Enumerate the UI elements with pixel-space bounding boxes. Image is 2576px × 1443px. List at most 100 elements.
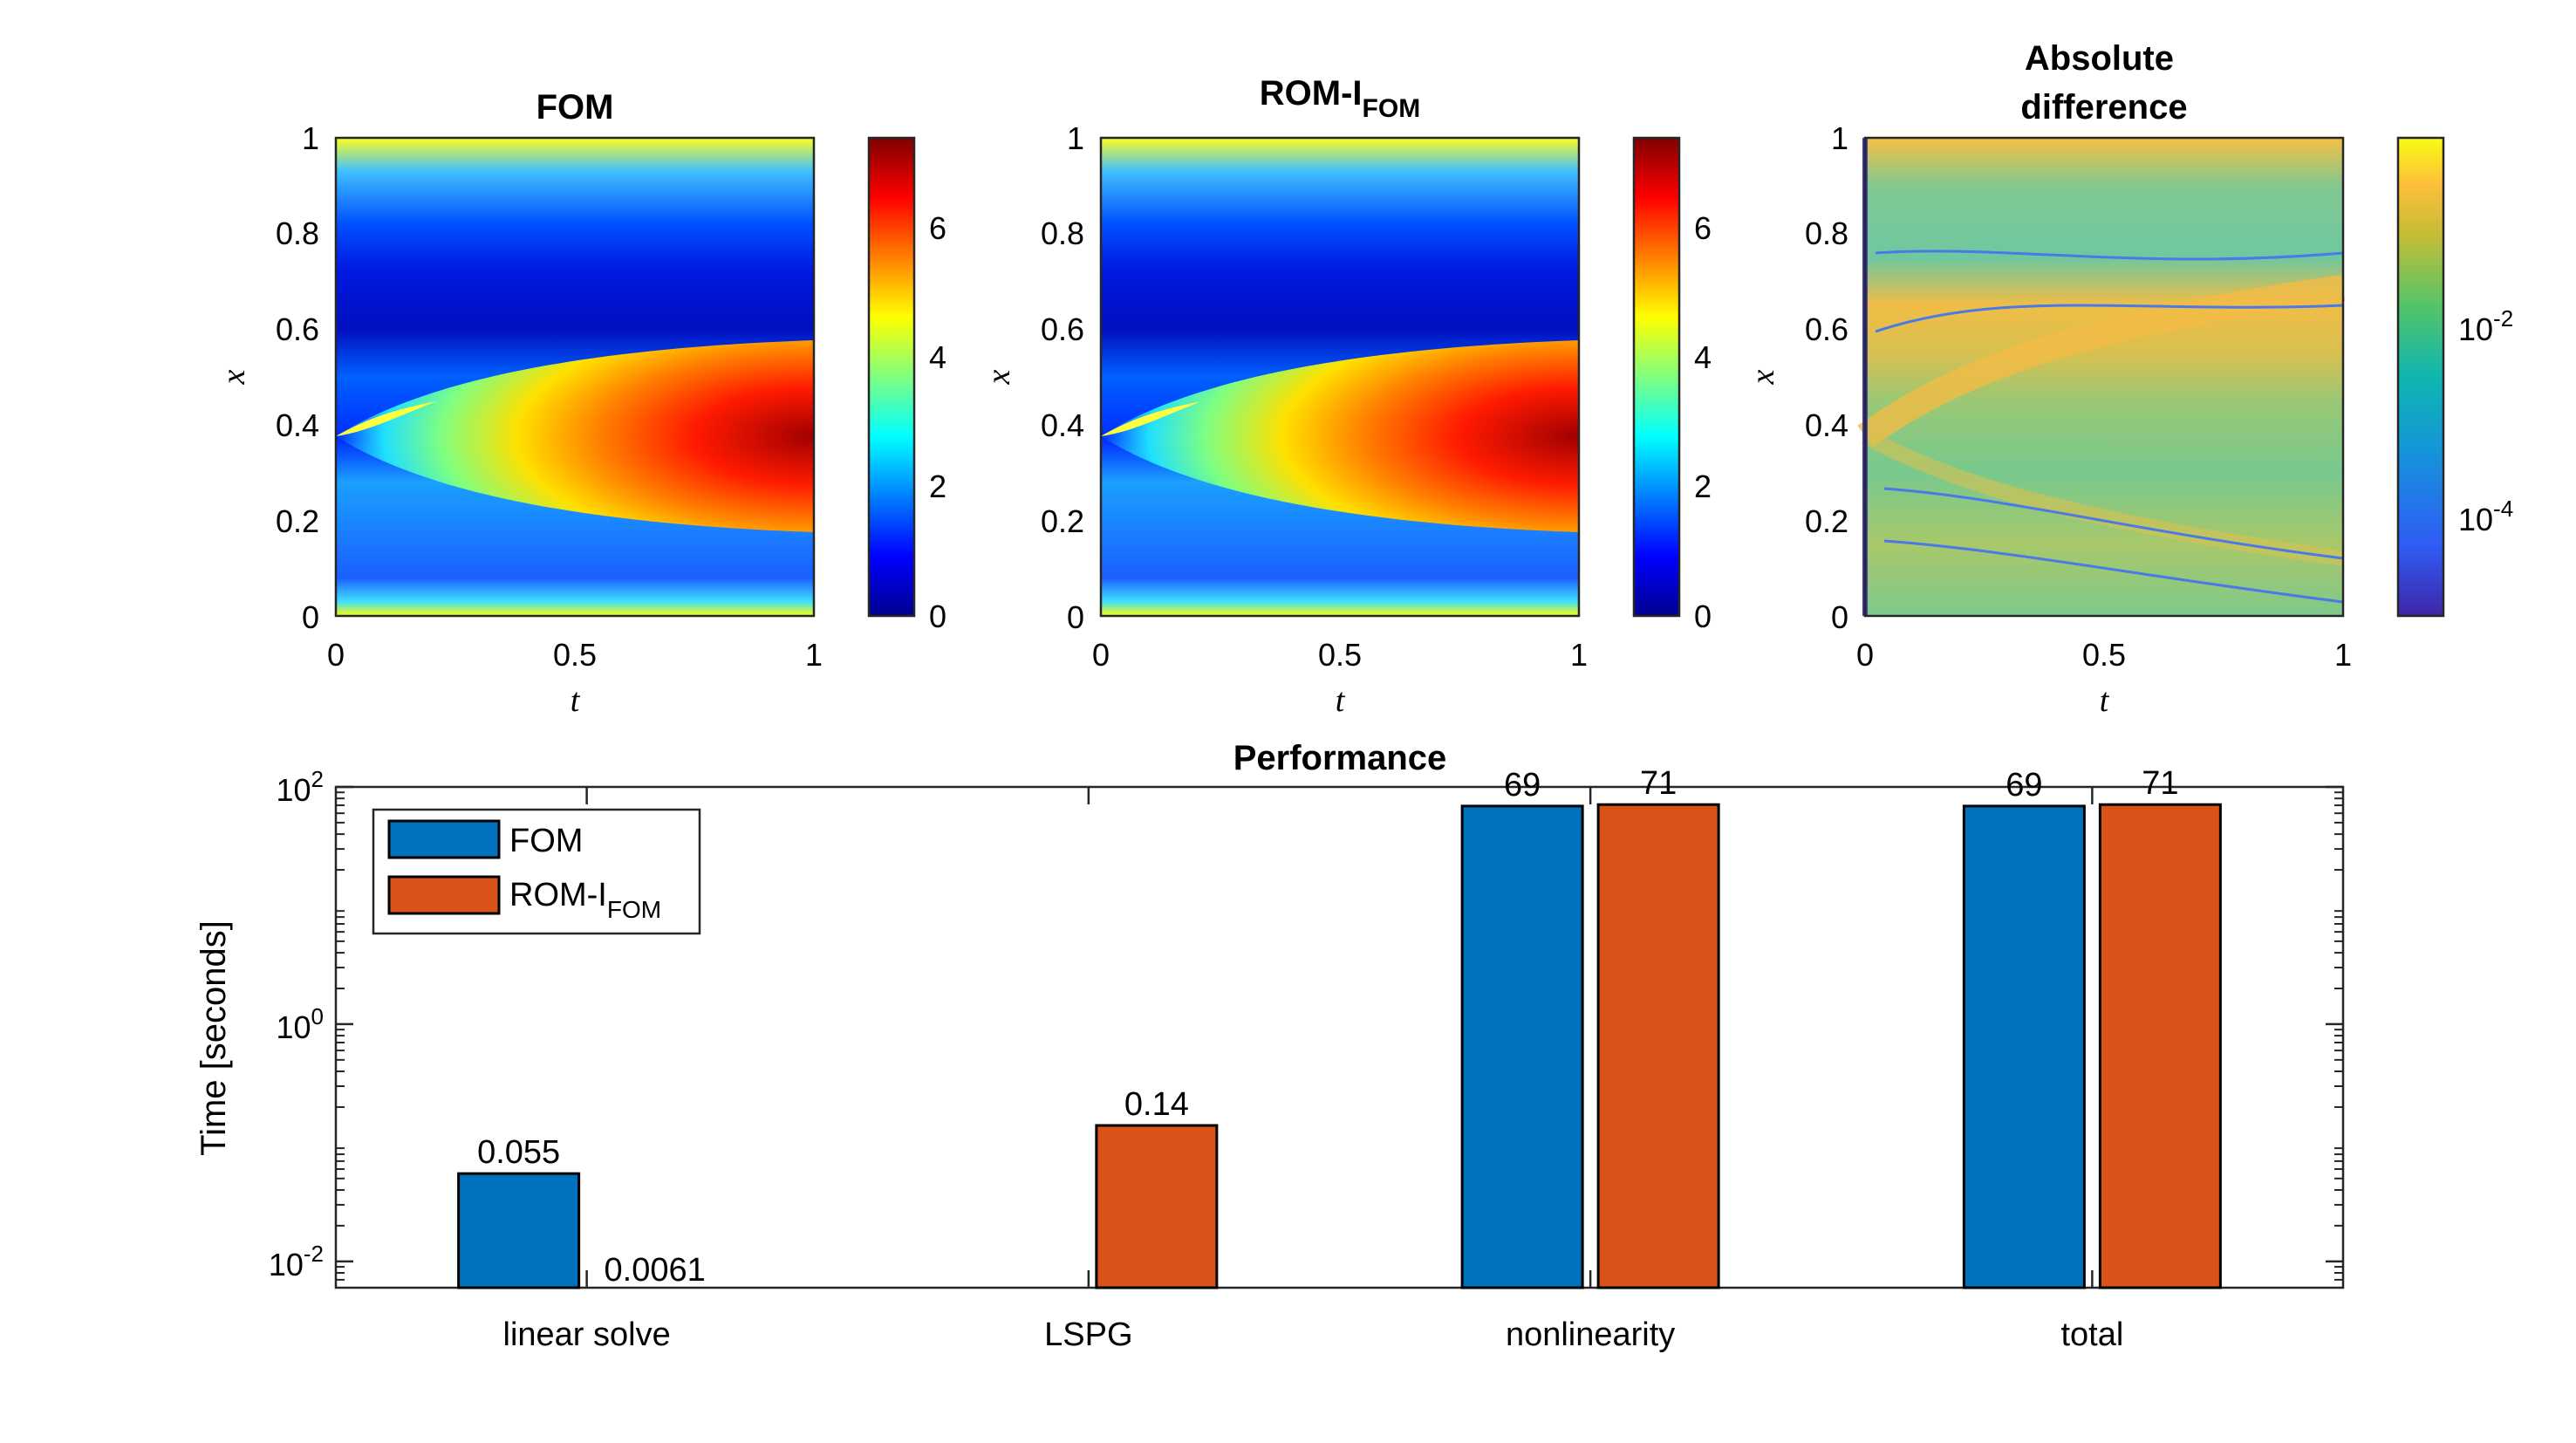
difference-heatmap-panel: Absolute difference 0 0.2 0.4 0.6 0.8 1 … bbox=[1745, 39, 2513, 719]
x-tick-lspg: LSPG bbox=[1044, 1316, 1132, 1353]
difference-heatmap-image bbox=[1857, 138, 2346, 616]
bar-y-ticks: 102 100 10-2 bbox=[269, 766, 324, 1282]
fom-bar-total bbox=[1962, 804, 2086, 1289]
bar-value-label: 69 bbox=[1504, 767, 1541, 804]
colorbar-tick: 10-4 bbox=[2458, 496, 2513, 537]
bar-y-ticklines bbox=[336, 785, 2343, 1289]
colorbar-tick: 10-2 bbox=[2458, 305, 2513, 347]
rom-colorbar bbox=[1632, 136, 1681, 618]
x-tick: 0.5 bbox=[553, 637, 597, 673]
rom-title-main: ROM-I bbox=[1260, 74, 1363, 113]
x-tick: 0.5 bbox=[2082, 637, 2126, 673]
x-tick: 0 bbox=[1092, 637, 1110, 673]
colorbar-tick: 2 bbox=[1694, 468, 1712, 504]
x-tick: 1 bbox=[805, 637, 823, 673]
y-tick: 0.8 bbox=[1805, 215, 1848, 251]
y-tick: 0.8 bbox=[1041, 215, 1084, 251]
y-tick: 0.6 bbox=[1805, 311, 1848, 347]
fom-y-ticks: 0 0.2 0.4 0.6 0.8 1 bbox=[276, 120, 319, 635]
y-tick: 1 bbox=[302, 120, 319, 156]
performance-bar-chart: Performance 102 100 10-2 linear solve LSPG n… bbox=[195, 739, 2345, 1353]
fom-bar-nonlinearity bbox=[1460, 804, 1584, 1289]
difference-title-line2: difference bbox=[2020, 88, 2187, 127]
fom-x-ticks: 0 0.5 1 bbox=[327, 637, 823, 673]
y-tick: 0 bbox=[1831, 599, 1848, 635]
fom-bar-linear-solve bbox=[457, 1172, 581, 1289]
bar-value-label: 0.055 bbox=[477, 1134, 560, 1171]
rom-plot-frame bbox=[1099, 136, 1581, 618]
colorbar-tick: 0 bbox=[929, 598, 946, 634]
y-tick: 0.2 bbox=[1805, 503, 1848, 539]
fom-x-label: t bbox=[571, 682, 581, 719]
colorbar-tick: 0 bbox=[1694, 598, 1712, 634]
y-tick: 0.2 bbox=[1041, 503, 1084, 539]
fom-title: FOM bbox=[536, 88, 614, 127]
x-tick: 1 bbox=[2334, 637, 2352, 673]
difference-plot-frame bbox=[1863, 136, 2345, 618]
fom-y-label: x bbox=[215, 369, 252, 385]
legend-swatch-fom bbox=[387, 819, 501, 859]
bar-labels: 0.055 69 69 0.0061 0.14 71 71 bbox=[477, 765, 2178, 1289]
y-tick: 0 bbox=[302, 599, 319, 635]
rom-heatmap-image bbox=[1101, 138, 1579, 616]
rom-heatmap-panel: ROM-IFOM 0 0.2 0.4 0.6 0.8 1 0 0.5 1 t x… bbox=[981, 74, 1712, 719]
colorbar-tick: 4 bbox=[929, 339, 946, 375]
bar-x-ticks: linear solve LSPG nonlinearity total bbox=[503, 1316, 2124, 1353]
x-tick: 0 bbox=[327, 637, 345, 673]
y-tick: 0 bbox=[1067, 599, 1084, 635]
bar-value-label: 71 bbox=[1640, 765, 1677, 802]
rom-bar-lspg bbox=[1095, 1124, 1219, 1289]
fom-colorbar bbox=[867, 136, 916, 618]
performance-y-label: Time [seconds] bbox=[195, 920, 233, 1156]
difference-colorbar-ticks: 10-2 10-4 bbox=[2458, 305, 2513, 537]
legend-label-fom: FOM bbox=[509, 823, 583, 859]
y-tick: 1 bbox=[1067, 120, 1084, 156]
rom-x-label: t bbox=[1336, 682, 1346, 719]
rom-x-ticks: 0 0.5 1 bbox=[1092, 637, 1588, 673]
y-tick: 102 bbox=[276, 766, 324, 808]
colorbar-tick: 2 bbox=[929, 468, 946, 504]
y-tick: 100 bbox=[276, 1003, 324, 1045]
difference-colorbar bbox=[2396, 136, 2445, 618]
x-tick: 0 bbox=[1856, 637, 1874, 673]
rom-title: ROM-IFOM bbox=[1260, 74, 1420, 123]
colorbar-tick: 6 bbox=[929, 210, 946, 246]
rom-bar-total bbox=[2098, 803, 2222, 1289]
fom-heatmap-panel: FOM 0 0.2 0.4 0.6 0.8 1 0 0.5 1 t x 0 2 … bbox=[215, 88, 946, 719]
difference-x-label: t bbox=[2100, 682, 2110, 719]
bar-value-label: 69 bbox=[2005, 767, 2042, 804]
x-tick-linear-solve: linear solve bbox=[503, 1316, 671, 1353]
fom-heatmap-image bbox=[336, 138, 814, 616]
rom-title-sub: FOM bbox=[1363, 94, 1421, 123]
y-tick: 0.2 bbox=[276, 503, 319, 539]
x-tick-nonlinearity: nonlinearity bbox=[1506, 1316, 1675, 1353]
performance-title: Performance bbox=[1233, 739, 1447, 777]
difference-y-ticks: 0 0.2 0.4 0.6 0.8 1 bbox=[1805, 120, 1848, 635]
fom-colorbar-ticks: 0 2 4 6 bbox=[929, 210, 946, 634]
x-tick-total: total bbox=[2060, 1316, 2123, 1353]
rom-colorbar-ticks: 0 2 4 6 bbox=[1694, 210, 1712, 634]
y-tick: 0.4 bbox=[276, 407, 319, 443]
y-tick: 0.6 bbox=[276, 311, 319, 347]
bar-value-label: 0.14 bbox=[1124, 1086, 1189, 1123]
y-tick: 0.8 bbox=[276, 215, 319, 251]
difference-title-line1: Absolute bbox=[2025, 39, 2174, 78]
difference-y-label: x bbox=[1745, 369, 1781, 385]
bar-plot-frame bbox=[334, 785, 2345, 1289]
fom-plot-frame bbox=[334, 136, 816, 618]
y-tick: 10-2 bbox=[269, 1241, 324, 1282]
rom-bar-nonlinearity bbox=[1596, 803, 1720, 1289]
legend-swatch-rom bbox=[387, 875, 501, 915]
x-tick: 0.5 bbox=[1318, 637, 1362, 673]
legend: FOM ROM-IFOM bbox=[372, 808, 701, 935]
y-tick: 0.4 bbox=[1041, 407, 1084, 443]
y-tick: 1 bbox=[1831, 120, 1848, 156]
difference-title: Absolute difference bbox=[2020, 39, 2187, 127]
colorbar-tick: 6 bbox=[1694, 210, 1712, 246]
difference-x-ticks: 0 0.5 1 bbox=[1856, 637, 2352, 673]
y-tick: 0.6 bbox=[1041, 311, 1084, 347]
y-tick: 0.4 bbox=[1805, 407, 1848, 443]
colorbar-tick: 4 bbox=[1694, 339, 1712, 375]
bar-value-label: 0.0061 bbox=[605, 1252, 706, 1289]
